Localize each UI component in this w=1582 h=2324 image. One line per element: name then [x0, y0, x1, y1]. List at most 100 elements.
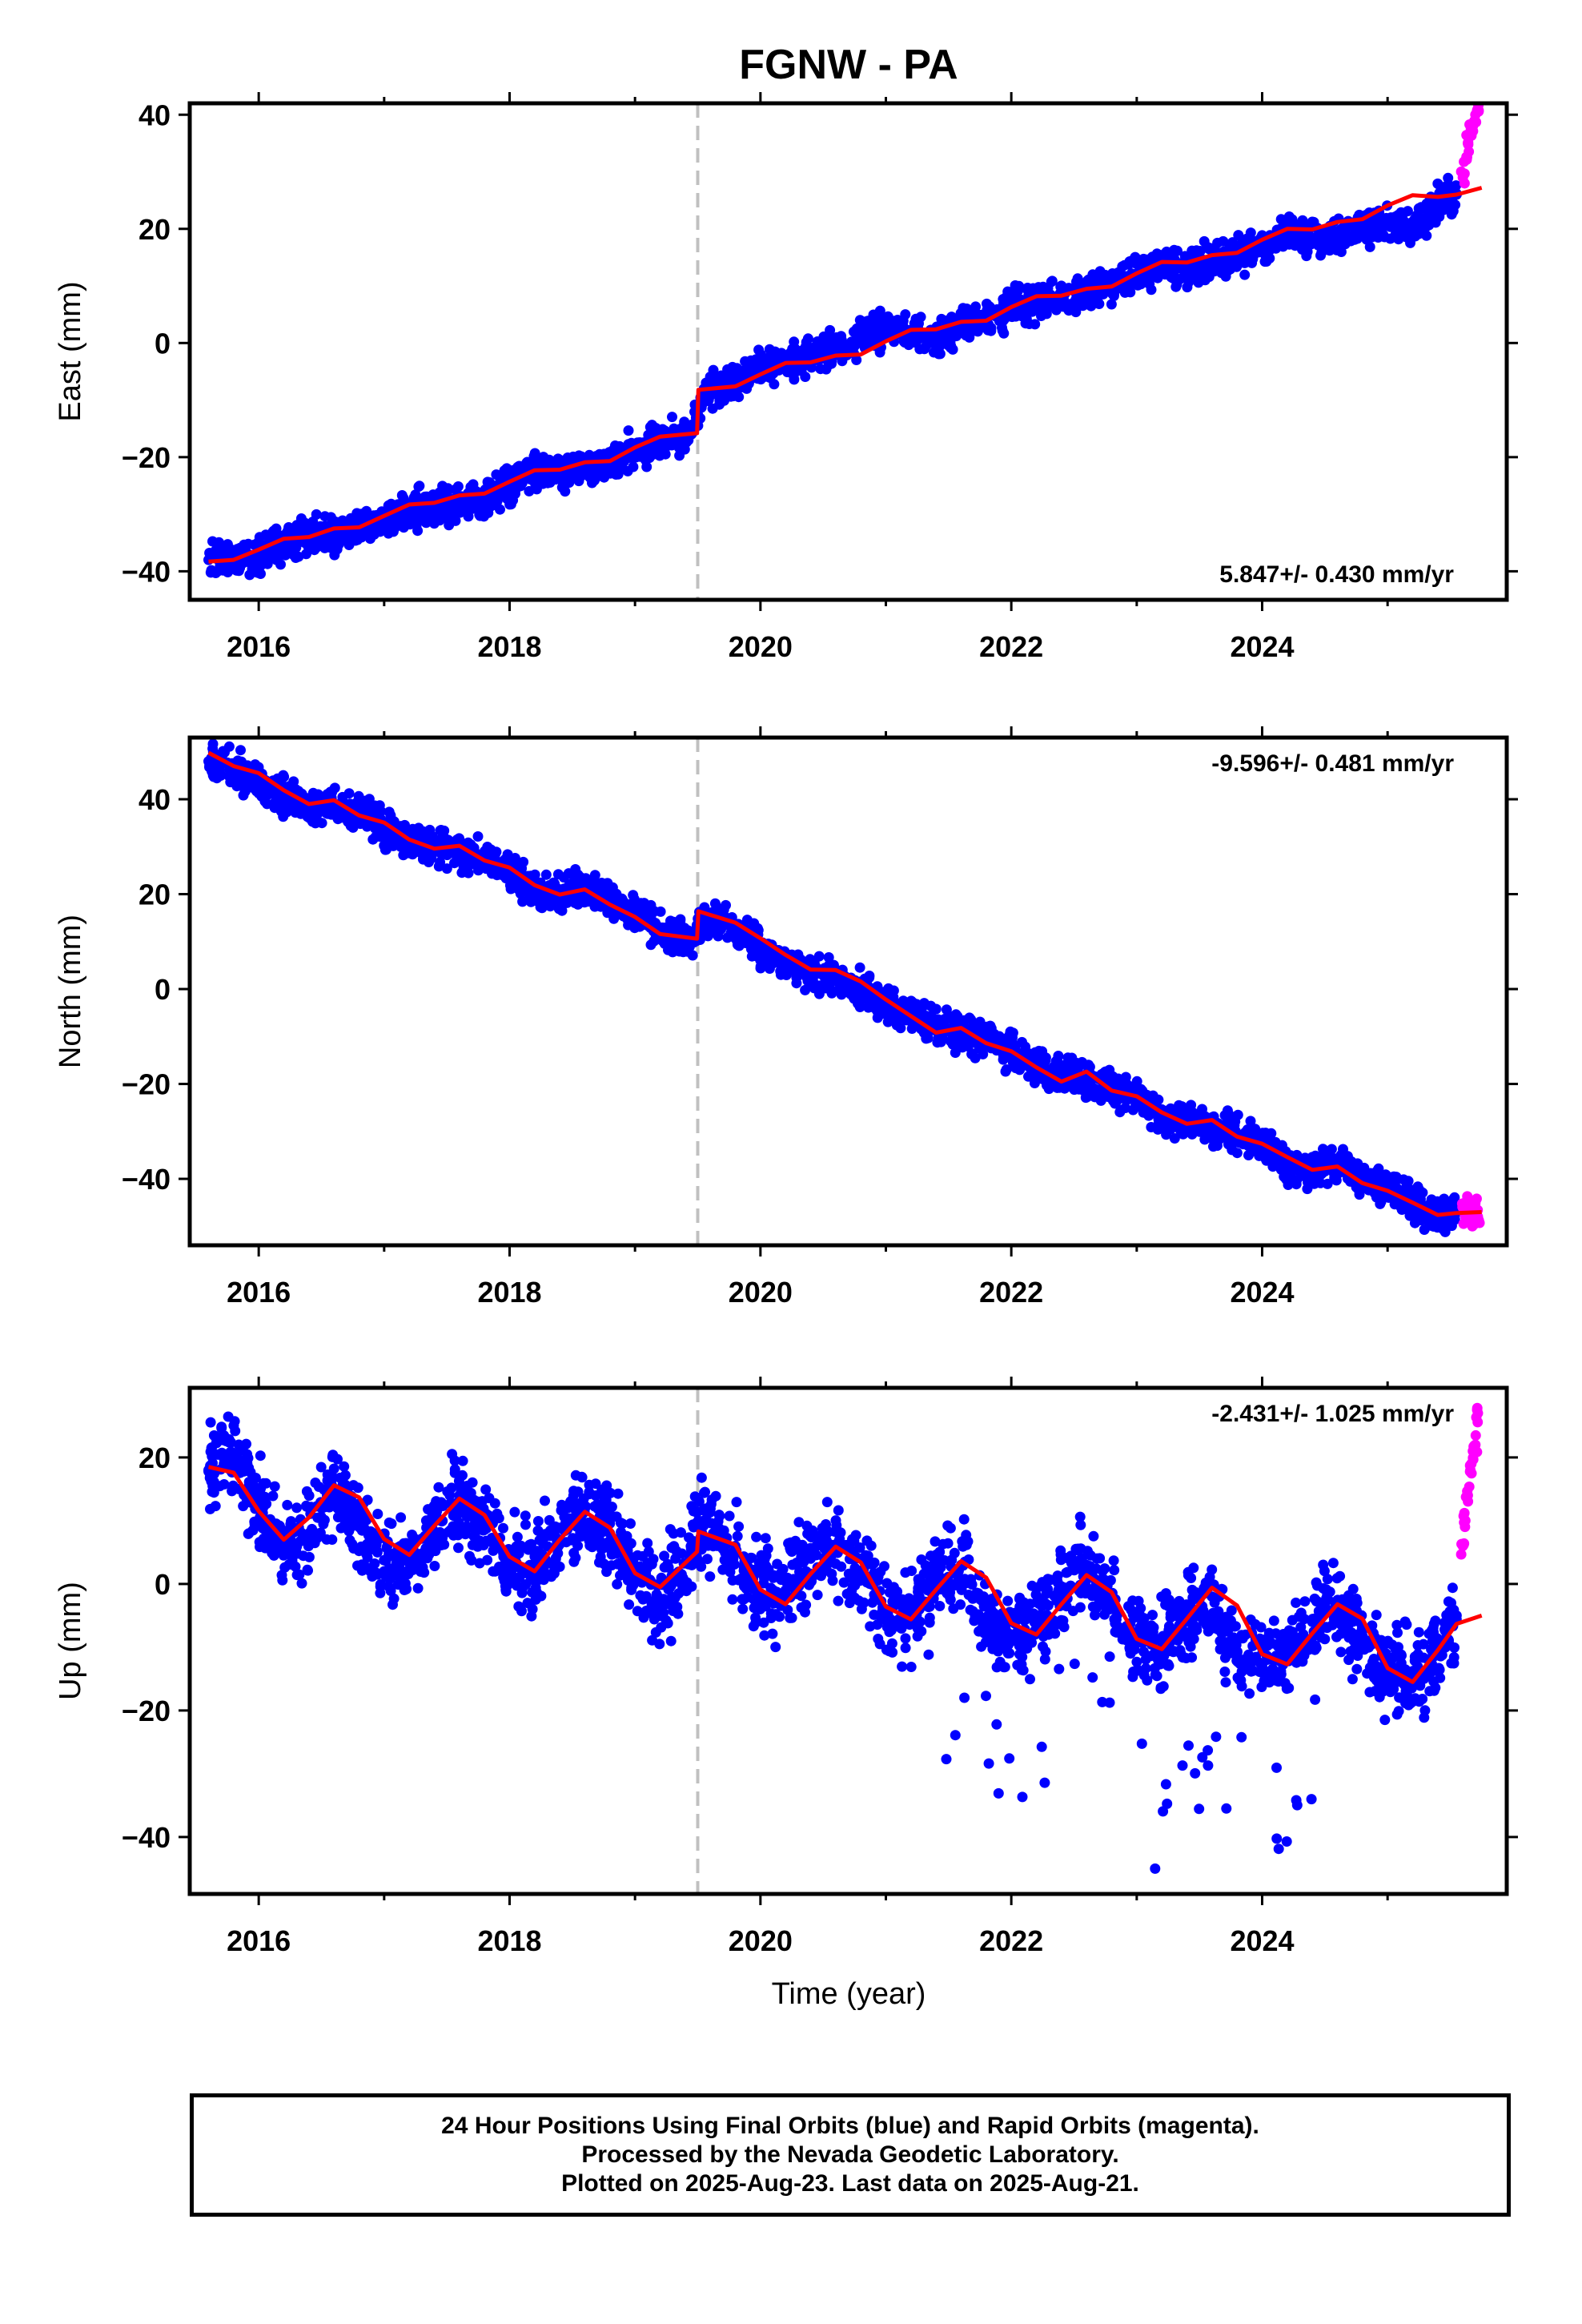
final-orbit-point [235, 745, 246, 756]
final-orbit-point [337, 791, 348, 802]
final-orbit-point [828, 959, 839, 971]
final-orbit-point [1182, 263, 1192, 275]
final-orbit-point [512, 461, 524, 472]
final-orbit-point [518, 856, 529, 867]
final-orbit-point [862, 316, 873, 327]
final-orbit-point [1216, 255, 1227, 266]
final-orbit-point [249, 539, 260, 550]
final-orbit-point [474, 509, 485, 521]
final-orbit-point [1231, 1148, 1243, 1159]
final-orbit-point [529, 869, 540, 880]
final-orbit-point [872, 981, 883, 992]
final-orbit-point [648, 935, 660, 947]
final-orbit-point [773, 954, 784, 965]
final-orbit-point [982, 324, 994, 336]
final-orbit-point [528, 451, 540, 462]
final-orbit-point [441, 863, 452, 875]
y-axis-label: East (mm) [54, 281, 87, 421]
final-orbit-point [569, 875, 580, 886]
final-orbit-point [1207, 258, 1218, 269]
y-tick-label: 40 [139, 99, 171, 131]
final-orbit-point [1238, 1139, 1249, 1150]
final-orbit-point [1395, 207, 1407, 218]
final-orbit-point [1218, 235, 1229, 247]
final-orbit-point [1425, 1198, 1436, 1209]
final-orbit-point [413, 481, 424, 493]
final-orbit-point [787, 344, 798, 355]
x-tick-label: 2018 [477, 630, 541, 663]
final-orbit-point [1432, 178, 1443, 189]
final-orbit-point [974, 1043, 985, 1054]
final-orbit-point [208, 771, 219, 782]
rapid-orbit-point [1471, 117, 1482, 128]
final-orbit-point [1407, 223, 1418, 235]
final-orbit-point [1269, 237, 1280, 248]
final-orbit-point [411, 520, 422, 531]
final-orbit-point [1084, 1061, 1095, 1072]
final-orbit-point [576, 451, 587, 462]
final-orbit-point [1017, 1036, 1027, 1047]
final-orbit-point [1040, 1052, 1051, 1063]
final-orbit-point [823, 952, 834, 963]
final-orbit-point [540, 869, 552, 880]
final-orbit-point [755, 360, 766, 372]
final-orbit-point [1000, 292, 1011, 304]
final-orbit-point [817, 337, 829, 348]
final-orbit-point [1245, 1116, 1256, 1127]
final-orbit-point [984, 306, 995, 317]
final-orbit-point [303, 803, 315, 814]
final-orbit-point [771, 355, 782, 366]
final-orbit-point [1186, 1100, 1197, 1111]
x-tick-label: 2016 [227, 630, 291, 663]
final-orbit-point [1389, 1199, 1400, 1210]
final-orbit-point [702, 396, 713, 406]
final-orbit-point [855, 983, 866, 995]
plot-area [203, 738, 1485, 1237]
final-orbit-point [826, 987, 837, 999]
final-orbit-point [1307, 216, 1318, 227]
final-orbit-point [708, 364, 719, 376]
final-orbit-point [1166, 271, 1177, 283]
final-orbit-point [1148, 254, 1158, 265]
final-orbit-point [242, 774, 253, 786]
final-orbit-point [613, 892, 624, 903]
final-orbit-point [707, 403, 718, 414]
final-orbit-point [713, 374, 724, 385]
final-orbit-point [426, 851, 437, 862]
final-orbit-point [630, 899, 641, 910]
final-orbit-point [964, 332, 975, 343]
final-orbit-point [872, 1012, 883, 1023]
final-orbit-point [527, 460, 538, 471]
final-orbit-point [1053, 1051, 1064, 1061]
final-orbit-point [1030, 1047, 1041, 1058]
final-orbit-point [449, 858, 460, 869]
final-orbit-point [802, 333, 813, 344]
final-orbit-point [1090, 289, 1102, 300]
final-orbit-point [596, 881, 608, 892]
final-orbit-point [219, 541, 230, 553]
final-orbit-point [1125, 1081, 1136, 1092]
final-orbit-point [817, 970, 829, 981]
final-orbit-point [643, 444, 654, 455]
final-orbit-point [655, 906, 666, 917]
final-orbit-point [1110, 1098, 1121, 1109]
final-orbit-point [1135, 1084, 1146, 1095]
final-orbit-point [930, 332, 942, 343]
final-orbit-point [718, 904, 729, 915]
final-orbit-point [1071, 276, 1082, 287]
final-orbit-point [326, 788, 336, 799]
final-orbit-point [922, 1032, 934, 1043]
final-orbit-point [355, 509, 367, 521]
final-orbit-point [1146, 1122, 1157, 1132]
final-orbit-point [489, 495, 500, 505]
final-orbit-point [1299, 1153, 1310, 1164]
final-orbit-point [805, 349, 816, 360]
final-orbit-point [1372, 232, 1383, 243]
final-orbit-point [1106, 299, 1117, 310]
final-orbit-point [525, 896, 536, 907]
final-orbit-point [435, 825, 446, 836]
final-orbit-point [1114, 270, 1125, 281]
final-orbit-point [278, 770, 289, 781]
